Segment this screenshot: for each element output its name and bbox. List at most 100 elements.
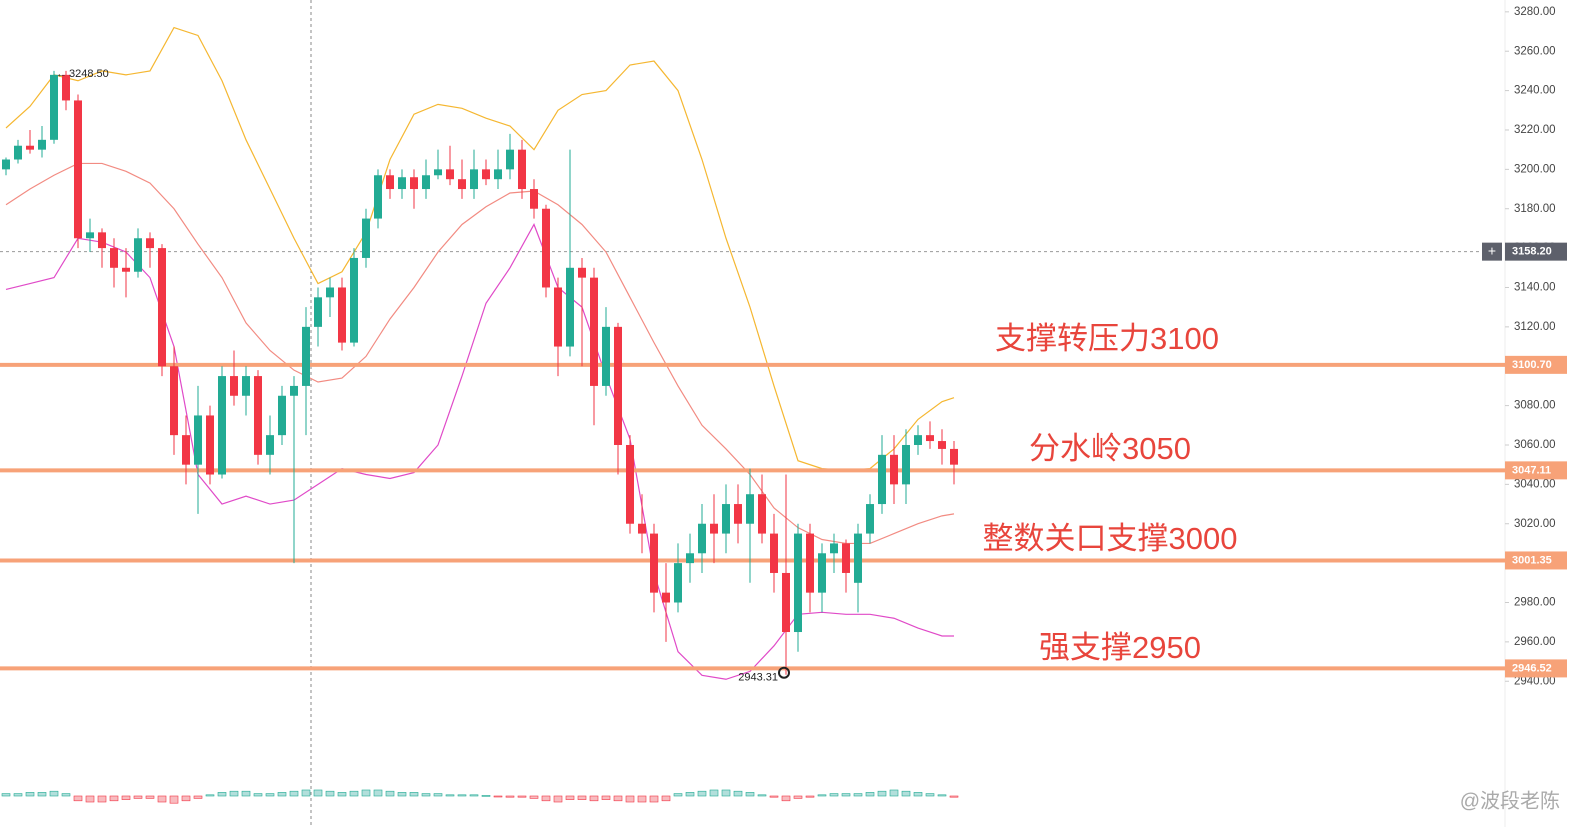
candle-body [398,177,406,190]
high-marker: ← [56,68,67,80]
candle-body [806,533,814,593]
histogram-bar [877,790,887,797]
crosshair-plus-sign: + [1488,242,1496,258]
candle-body [266,435,274,455]
histogram-bar [193,795,203,799]
histogram-bar [625,795,635,803]
candle-body [122,267,130,272]
histogram-bar [793,795,803,799]
histogram-bar [577,795,587,800]
histogram-bar [829,793,839,797]
histogram-bar [229,790,239,797]
candle-body [626,444,634,524]
candle-body [290,385,298,396]
histogram-bar [589,795,599,802]
candle-body [410,177,418,190]
candle-body [902,444,910,485]
candle-body [26,145,34,150]
candle-body [422,175,430,190]
candle-body [182,435,190,465]
histogram-bar [637,795,647,803]
histogram-bar [505,795,515,798]
candle-body [914,435,922,445]
histogram-bar [721,789,731,797]
candle-body [326,287,334,298]
candle-body [602,326,610,386]
candle-body [578,267,586,278]
y-tick-label: 2960.00 [1514,636,1556,648]
candle-body [482,169,490,180]
annotation: 整数关口支撑3000 [983,521,1238,556]
histogram-bar [409,792,419,797]
y-tick-label: 3060.00 [1514,439,1556,451]
candle-body [746,494,754,524]
high-label: 3248.50 [69,68,109,80]
level-label: 2946.52 [1512,662,1552,674]
histogram-bar [205,794,215,797]
histogram-bar [373,789,383,797]
candle-body [218,376,226,475]
y-tick-label: 3080.00 [1514,400,1556,412]
histogram-bar [697,790,707,797]
candle-body [386,175,394,190]
histogram-bar [61,793,71,797]
histogram-bar [841,793,851,797]
candle-body [758,494,766,534]
histogram-bar [85,795,95,803]
histogram-bar [517,795,527,798]
candle-body [134,238,142,272]
candle-body [554,287,562,347]
band-line [5,223,954,680]
histogram-bar [361,789,371,797]
candle-body [14,145,22,160]
candle-body [518,149,526,190]
low-label: 2943.31 [738,672,778,684]
histogram-bar [481,795,491,797]
histogram-bar [277,792,287,797]
histogram-bar [769,795,779,798]
histogram-bar [49,790,59,797]
histogram-bar [241,790,251,797]
histogram-bar [493,795,503,798]
histogram-bar [817,794,827,797]
candle-body [710,523,718,534]
histogram-bar [937,794,947,797]
candle-body [254,376,262,455]
histogram-bar [349,790,359,797]
candle-body [74,100,82,239]
histogram-bar [733,790,743,797]
histogram-bar [337,792,347,797]
candle-body [338,287,346,343]
candle-body [530,189,538,209]
histogram-bar [613,795,623,802]
histogram-bar [853,793,863,797]
candle-body [842,543,850,573]
candle-body [50,74,58,140]
y-tick-label: 3120.00 [1514,321,1556,333]
candle-body [722,504,730,534]
histogram-bar [217,792,227,797]
histogram-bar [121,795,131,800]
candle-body [662,592,670,603]
histogram-bar [157,795,167,803]
histogram-bar [385,790,395,797]
watermark: @波段老陈 [1460,789,1560,812]
annotation: 支撑转压力3100 [995,321,1219,356]
candle-body [302,326,310,386]
histogram-bar [109,795,119,802]
histogram-bar [685,792,695,797]
level-label: 3047.11 [1512,464,1551,476]
candle-body [38,139,46,150]
candle-body [434,169,442,176]
histogram-bar [1,793,11,797]
level-box [1505,355,1567,374]
candle-body [890,454,898,485]
candle-body [110,248,118,268]
crosshair-plus [1482,242,1502,261]
candle-body [950,448,958,465]
level-box [1505,659,1567,678]
histogram-bar [457,794,467,797]
y-tick-label: 2980.00 [1514,597,1556,609]
histogram-bar [913,792,923,797]
